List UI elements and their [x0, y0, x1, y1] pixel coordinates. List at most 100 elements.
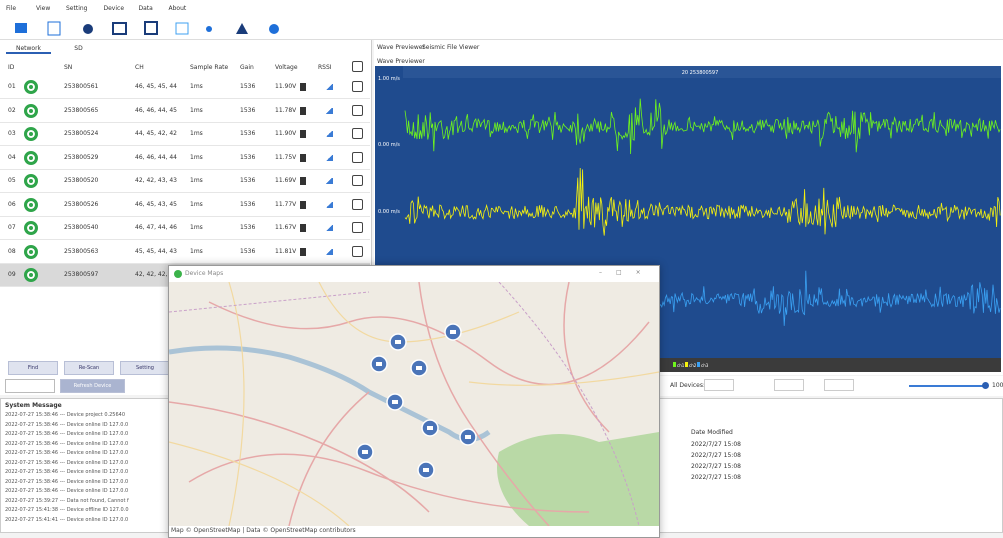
marker-glyph [427, 426, 433, 430]
dropdown-button[interactable] [824, 379, 854, 391]
marker-glyph [395, 340, 401, 344]
column-header: Voltage [275, 64, 298, 71]
cell: 253800597 [64, 271, 98, 278]
menu-item[interactable]: View [36, 5, 50, 12]
dropdown-button[interactable] [5, 379, 55, 393]
button[interactable]: Re-Scan [64, 361, 114, 375]
page: {"menu":["File","View","Setting","Device… [0, 0, 1003, 538]
header-checkbox[interactable] [352, 61, 363, 72]
cell: 04 [8, 154, 16, 161]
checkbox[interactable] [352, 152, 363, 163]
cell: 44, 45, 42, 42 [135, 130, 177, 137]
status-icon [24, 268, 38, 282]
cell: 1536 [240, 224, 255, 231]
cell: 253800526 [64, 201, 98, 208]
icon[interactable] [48, 22, 60, 35]
cell: 11.78V [275, 107, 296, 114]
cell: 1ms [190, 83, 203, 90]
menu-item[interactable]: Setting [66, 5, 87, 12]
icon[interactable] [83, 24, 93, 34]
checkbox[interactable] [352, 222, 363, 233]
checkbox[interactable] [352, 81, 363, 92]
status-icon [24, 221, 38, 235]
battery-icon [300, 177, 306, 185]
cell: 253800563 [64, 248, 98, 255]
icon[interactable] [236, 23, 248, 34]
marker-glyph [416, 366, 422, 370]
checkbox[interactable] [352, 105, 363, 116]
dropdown-button[interactable] [704, 379, 734, 391]
cell: 42, 42, 43, 43 [135, 177, 177, 184]
cell: 253800524 [64, 130, 98, 137]
battery-icon [300, 201, 306, 209]
axis-label: 0.00 m/s [378, 209, 400, 215]
menu-item[interactable]: About [169, 5, 187, 12]
cell: 11.67V [275, 224, 296, 231]
battery-icon [300, 248, 306, 256]
icon[interactable] [269, 24, 279, 34]
checkbox[interactable] [352, 128, 363, 139]
dropdown-button[interactable] [774, 379, 804, 391]
cell: 1ms [190, 154, 203, 161]
button[interactable]: Find [8, 361, 58, 375]
menu-item[interactable]: Device [104, 5, 125, 12]
log-line: 2022-07-27 15:39:27 --- Data not found, … [5, 498, 129, 504]
status-icon [24, 104, 38, 118]
attribution: Map © OpenStreetMap | Data © OpenStreetM… [171, 527, 356, 534]
cell: 46, 46, 44, 45 [135, 107, 177, 114]
map[interactable] [169, 282, 659, 526]
tab[interactable]: SD [56, 42, 101, 54]
checkbox[interactable] [352, 246, 363, 257]
cell: 46, 46, 44, 44 [135, 154, 177, 161]
icon[interactable] [15, 23, 27, 33]
icon[interactable] [145, 22, 157, 34]
marker-glyph [392, 400, 398, 404]
refresh-button[interactable]: Refresh Device [60, 379, 125, 393]
marker-glyph [450, 330, 456, 334]
cell: 1536 [240, 177, 255, 184]
column-header: Gain [240, 64, 254, 71]
battery-icon [300, 83, 306, 91]
battery-icon [300, 154, 306, 162]
file-date: 2022/7/27 15:08 [691, 474, 741, 481]
file-date: 2022/7/27 15:08 [691, 441, 741, 448]
cell: 01 [8, 83, 16, 90]
cell: 11.77V [275, 201, 296, 208]
status-icon [24, 127, 38, 141]
tab[interactable]: Network [6, 42, 51, 54]
tab[interactable]: Seismic File Viewer [422, 44, 479, 51]
menu-item[interactable]: File [6, 5, 16, 12]
tab[interactable]: Wave Previewer [377, 44, 425, 51]
column-header: ID [8, 64, 14, 71]
legend-label: ch2 [689, 363, 697, 368]
cell: 1536 [240, 83, 255, 90]
icon[interactable] [176, 23, 188, 34]
checkbox[interactable] [352, 199, 363, 210]
cell: 46, 47, 44, 46 [135, 224, 177, 231]
signal-icon [325, 202, 333, 208]
title-bar: Device Maps –□× [169, 266, 659, 282]
slider-handle [982, 382, 989, 389]
status-icon [24, 174, 38, 188]
menu-item[interactable]: Data [139, 5, 153, 12]
window-buttons[interactable]: –□× [599, 269, 655, 276]
axis-label: 0.00 m/s [378, 142, 400, 148]
cell: 11.75V [275, 154, 296, 161]
battery-icon [300, 224, 306, 232]
legend-label: ch3 [701, 363, 709, 368]
checkbox[interactable] [352, 175, 363, 186]
button[interactable]: Setting [120, 361, 170, 375]
icon[interactable] [113, 23, 126, 34]
signal-icon [325, 178, 333, 184]
icon[interactable] [206, 26, 212, 32]
signal-icon [325, 108, 333, 114]
cell: 46, 45, 45, 44 [135, 83, 177, 90]
